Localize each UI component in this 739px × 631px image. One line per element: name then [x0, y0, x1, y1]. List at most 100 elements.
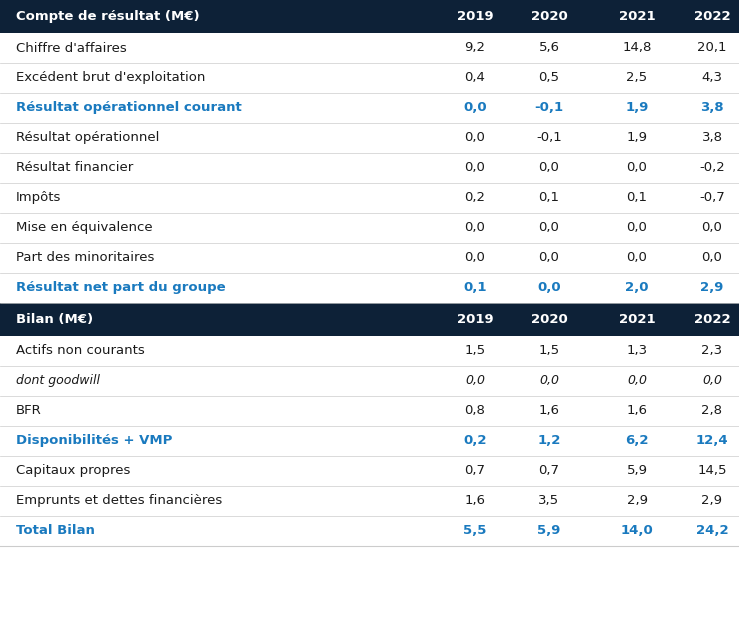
Text: 0,0: 0,0 [627, 221, 647, 235]
Text: 12,4: 12,4 [695, 435, 729, 447]
Text: 1,9: 1,9 [625, 102, 649, 114]
Text: 0,5: 0,5 [539, 71, 559, 85]
Text: 0,0: 0,0 [465, 162, 486, 175]
Text: 1,6: 1,6 [539, 404, 559, 418]
Text: 2,3: 2,3 [701, 345, 723, 358]
Text: 5,9: 5,9 [537, 524, 561, 538]
Text: Total Bilan: Total Bilan [16, 524, 95, 538]
Text: 0,0: 0,0 [539, 221, 559, 235]
Text: 2,9: 2,9 [701, 495, 723, 507]
Text: 0,0: 0,0 [701, 252, 723, 264]
Text: 0,0: 0,0 [465, 375, 485, 387]
Text: 20,1: 20,1 [698, 42, 726, 54]
Bar [0, 486, 739, 516]
Text: 5,6: 5,6 [539, 42, 559, 54]
Text: Capitaux propres: Capitaux propres [16, 464, 130, 478]
Text: 0,4: 0,4 [465, 71, 486, 85]
Bar [0, 123, 739, 153]
Text: 0,0: 0,0 [627, 162, 647, 175]
Text: 0,0: 0,0 [627, 375, 647, 387]
Bar [0, 213, 739, 243]
Text: 0,0: 0,0 [537, 281, 561, 295]
Text: 0,0: 0,0 [702, 375, 722, 387]
Text: Résultat financier: Résultat financier [16, 162, 133, 175]
Bar [0, 93, 739, 123]
Text: 5,9: 5,9 [627, 464, 647, 478]
Text: Résultat net part du groupe: Résultat net part du groupe [16, 281, 225, 295]
Text: Actifs non courants: Actifs non courants [16, 345, 145, 358]
Text: 2019: 2019 [457, 10, 494, 23]
Text: 0,7: 0,7 [465, 464, 486, 478]
Bar [0, 516, 739, 546]
Text: 0,7: 0,7 [539, 464, 559, 478]
Text: 0,0: 0,0 [539, 375, 559, 387]
Text: 0,0: 0,0 [463, 102, 487, 114]
Bar [0, 456, 739, 486]
Text: 3,8: 3,8 [700, 102, 723, 114]
Text: Mise en équivalence: Mise en équivalence [16, 221, 153, 235]
Text: 2021: 2021 [619, 10, 655, 23]
Text: Compte de résultat (M€): Compte de résultat (M€) [16, 10, 200, 23]
Text: 0,0: 0,0 [701, 221, 723, 235]
Text: 0,0: 0,0 [465, 131, 486, 144]
Text: 1,5: 1,5 [539, 345, 559, 358]
Text: 0,2: 0,2 [465, 191, 486, 204]
Bar [0, 63, 739, 93]
Bar [0, 426, 739, 456]
Text: 2020: 2020 [531, 10, 568, 23]
Text: 2,5: 2,5 [627, 71, 647, 85]
Bar [0, 183, 739, 213]
Text: 1,9: 1,9 [627, 131, 647, 144]
Bar [0, 0, 739, 33]
Text: 2021: 2021 [619, 313, 655, 326]
Text: Bilan (M€): Bilan (M€) [16, 313, 93, 326]
Text: 0,2: 0,2 [463, 435, 487, 447]
Bar [0, 243, 739, 273]
Text: 2,0: 2,0 [625, 281, 649, 295]
Text: 2019: 2019 [457, 313, 494, 326]
Bar [0, 303, 739, 336]
Text: 1,3: 1,3 [627, 345, 647, 358]
Text: 0,0: 0,0 [627, 252, 647, 264]
Text: BFR: BFR [16, 404, 41, 418]
Bar [0, 33, 739, 63]
Text: dont goodwill: dont goodwill [16, 375, 100, 387]
Text: -0,2: -0,2 [699, 162, 725, 175]
Bar [0, 273, 739, 303]
Text: 2022: 2022 [694, 313, 730, 326]
Text: 1,2: 1,2 [537, 435, 561, 447]
Text: 3,8: 3,8 [701, 131, 723, 144]
Text: Chiffre d'affaires: Chiffre d'affaires [16, 42, 127, 54]
Text: 1,6: 1,6 [465, 495, 486, 507]
Text: 14,5: 14,5 [698, 464, 726, 478]
Text: 6,2: 6,2 [625, 435, 649, 447]
Text: Impôts: Impôts [16, 191, 61, 204]
Text: 2,8: 2,8 [701, 404, 723, 418]
Text: Emprunts et dettes financières: Emprunts et dettes financières [16, 495, 222, 507]
Text: 0,8: 0,8 [465, 404, 486, 418]
Text: 24,2: 24,2 [695, 524, 729, 538]
Text: 0,0: 0,0 [465, 221, 486, 235]
Bar [0, 366, 739, 396]
Text: 1,6: 1,6 [627, 404, 647, 418]
Text: 0,1: 0,1 [627, 191, 647, 204]
Text: Excédent brut d'exploitation: Excédent brut d'exploitation [16, 71, 205, 85]
Text: 4,3: 4,3 [701, 71, 723, 85]
Text: 14,0: 14,0 [621, 524, 653, 538]
Text: -0,1: -0,1 [534, 102, 564, 114]
Text: -0,7: -0,7 [699, 191, 725, 204]
Text: 2022: 2022 [694, 10, 730, 23]
Bar [0, 336, 739, 366]
Bar [0, 396, 739, 426]
Text: 0,1: 0,1 [463, 281, 487, 295]
Text: Part des minoritaires: Part des minoritaires [16, 252, 154, 264]
Text: 1,5: 1,5 [464, 345, 486, 358]
Text: Disponibilités + VMP: Disponibilités + VMP [16, 435, 172, 447]
Text: 5,5: 5,5 [463, 524, 487, 538]
Text: Résultat opérationnel courant: Résultat opérationnel courant [16, 102, 242, 114]
Text: -0,1: -0,1 [536, 131, 562, 144]
Text: 0,0: 0,0 [539, 162, 559, 175]
Text: 0,0: 0,0 [465, 252, 486, 264]
Text: 2,9: 2,9 [701, 281, 723, 295]
Text: 0,0: 0,0 [539, 252, 559, 264]
